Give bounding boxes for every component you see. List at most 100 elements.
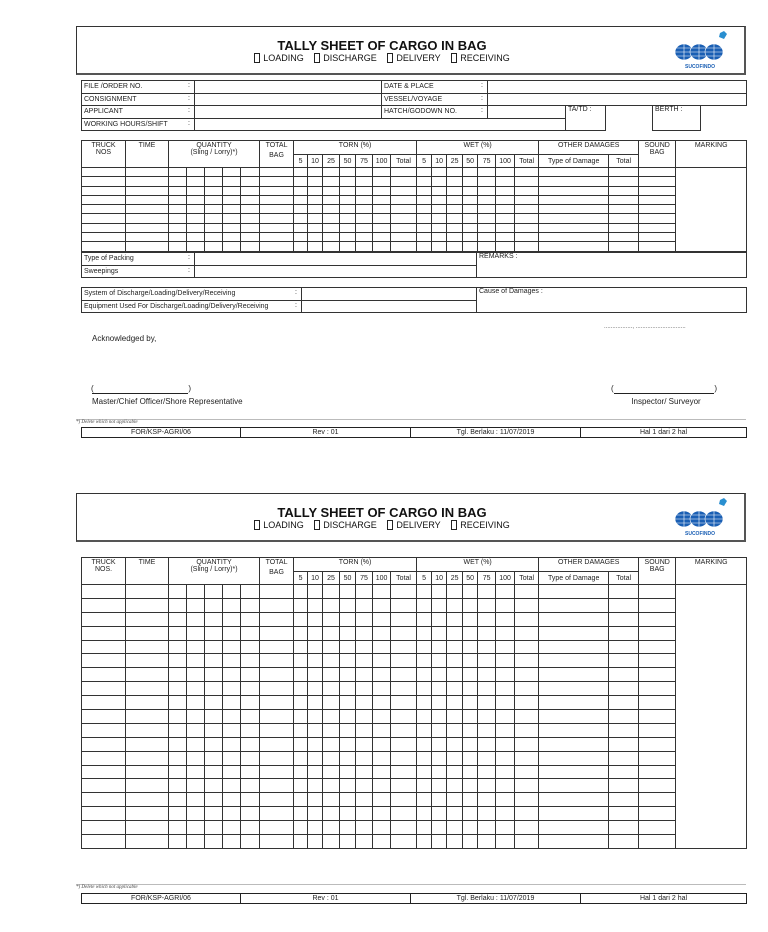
table-cell[interactable] bbox=[538, 681, 610, 697]
table-cell[interactable] bbox=[322, 204, 341, 215]
table-cell[interactable] bbox=[168, 639, 187, 655]
table-cell[interactable] bbox=[390, 653, 418, 669]
table-cell[interactable] bbox=[293, 806, 309, 822]
table-cell[interactable] bbox=[81, 806, 126, 822]
table-cell[interactable] bbox=[222, 681, 241, 697]
table-cell[interactable] bbox=[125, 653, 169, 669]
table-cell[interactable] bbox=[125, 625, 169, 641]
table-cell[interactable] bbox=[390, 806, 418, 822]
table-cell[interactable] bbox=[608, 639, 640, 655]
table-cell[interactable] bbox=[322, 194, 341, 206]
table-cell[interactable] bbox=[307, 681, 324, 697]
table-cell[interactable] bbox=[307, 764, 324, 780]
table-cell[interactable] bbox=[372, 611, 392, 627]
table-cell[interactable] bbox=[390, 736, 418, 752]
table-cell[interactable] bbox=[204, 204, 223, 215]
table-cell[interactable] bbox=[322, 611, 341, 627]
table-cell[interactable] bbox=[462, 820, 479, 836]
table-cell[interactable] bbox=[638, 584, 677, 599]
table-cell[interactable] bbox=[339, 736, 357, 752]
table-cell[interactable] bbox=[222, 653, 241, 669]
table-cell[interactable] bbox=[339, 194, 357, 206]
table-cell[interactable] bbox=[538, 185, 610, 196]
table-cell[interactable] bbox=[608, 584, 640, 599]
date-place-field[interactable] bbox=[487, 80, 747, 94]
table-cell[interactable] bbox=[125, 584, 169, 599]
table-cell[interactable] bbox=[462, 194, 479, 206]
option-loading[interactable]: LOADING bbox=[254, 520, 304, 530]
table-cell[interactable] bbox=[125, 778, 169, 794]
table-cell[interactable] bbox=[514, 166, 540, 178]
table-cell[interactable] bbox=[372, 709, 392, 724]
table-cell[interactable] bbox=[514, 222, 540, 234]
table-cell[interactable] bbox=[462, 653, 479, 669]
table-cell[interactable] bbox=[239, 806, 261, 822]
marking-cell[interactable] bbox=[675, 167, 748, 252]
table-cell[interactable] bbox=[204, 185, 223, 196]
table-cell[interactable] bbox=[355, 176, 374, 187]
table-cell[interactable] bbox=[446, 176, 464, 187]
table-cell[interactable] bbox=[168, 681, 187, 697]
table-cell[interactable] bbox=[186, 736, 205, 752]
table-cell[interactable] bbox=[390, 778, 418, 794]
table-cell[interactable] bbox=[239, 241, 261, 252]
table-cell[interactable] bbox=[638, 204, 677, 215]
table-cell[interactable] bbox=[538, 792, 610, 808]
table-cell[interactable] bbox=[390, 639, 418, 655]
table-cell[interactable] bbox=[186, 176, 205, 187]
table-cell[interactable] bbox=[416, 232, 433, 243]
table-cell[interactable] bbox=[204, 834, 223, 849]
table-cell[interactable] bbox=[204, 611, 223, 627]
table-cell[interactable] bbox=[186, 709, 205, 724]
table-cell[interactable] bbox=[259, 653, 295, 669]
table-cell[interactable] bbox=[307, 778, 324, 794]
table-cell[interactable] bbox=[355, 681, 374, 697]
table-cell[interactable] bbox=[339, 611, 357, 627]
table-cell[interactable] bbox=[239, 667, 261, 683]
table-cell[interactable] bbox=[431, 736, 448, 752]
table-cell[interactable] bbox=[322, 820, 341, 836]
table-cell[interactable] bbox=[322, 222, 341, 234]
table-cell[interactable] bbox=[462, 681, 479, 697]
table-cell[interactable] bbox=[431, 695, 448, 711]
table-cell[interactable] bbox=[477, 241, 497, 252]
table-cell[interactable] bbox=[339, 834, 357, 849]
table-cell[interactable] bbox=[168, 764, 187, 780]
table-cell[interactable] bbox=[495, 204, 516, 215]
table-cell[interactable] bbox=[538, 584, 610, 599]
table-cell[interactable] bbox=[446, 625, 464, 641]
table-cell[interactable] bbox=[293, 736, 309, 752]
table-cell[interactable] bbox=[477, 722, 497, 738]
table-cell[interactable] bbox=[462, 584, 479, 599]
table-cell[interactable] bbox=[477, 792, 497, 808]
table-cell[interactable] bbox=[204, 709, 223, 724]
table-cell[interactable] bbox=[293, 639, 309, 655]
table-cell[interactable] bbox=[390, 222, 418, 234]
table-cell[interactable] bbox=[186, 806, 205, 822]
table-cell[interactable] bbox=[293, 667, 309, 683]
table-cell[interactable] bbox=[125, 834, 169, 849]
table-cell[interactable] bbox=[416, 176, 433, 187]
table-cell[interactable] bbox=[168, 736, 187, 752]
table-cell[interactable] bbox=[390, 709, 418, 724]
table-cell[interactable] bbox=[372, 792, 392, 808]
table-cell[interactable] bbox=[608, 792, 640, 808]
table-cell[interactable] bbox=[514, 241, 540, 252]
table-cell[interactable] bbox=[293, 176, 309, 187]
table-cell[interactable] bbox=[638, 681, 677, 697]
table-cell[interactable] bbox=[355, 584, 374, 599]
table-cell[interactable] bbox=[125, 792, 169, 808]
table-cell[interactable] bbox=[608, 722, 640, 738]
table-cell[interactable] bbox=[514, 667, 540, 683]
table-cell[interactable] bbox=[222, 820, 241, 836]
table-cell[interactable] bbox=[222, 667, 241, 683]
table-cell[interactable] bbox=[462, 639, 479, 655]
table-cell[interactable] bbox=[495, 820, 516, 836]
table-cell[interactable] bbox=[431, 709, 448, 724]
table-cell[interactable] bbox=[608, 681, 640, 697]
table-cell[interactable] bbox=[186, 213, 205, 224]
table-cell[interactable] bbox=[339, 709, 357, 724]
table-cell[interactable] bbox=[355, 185, 374, 196]
table-cell[interactable] bbox=[372, 213, 392, 224]
table-cell[interactable] bbox=[339, 185, 357, 196]
